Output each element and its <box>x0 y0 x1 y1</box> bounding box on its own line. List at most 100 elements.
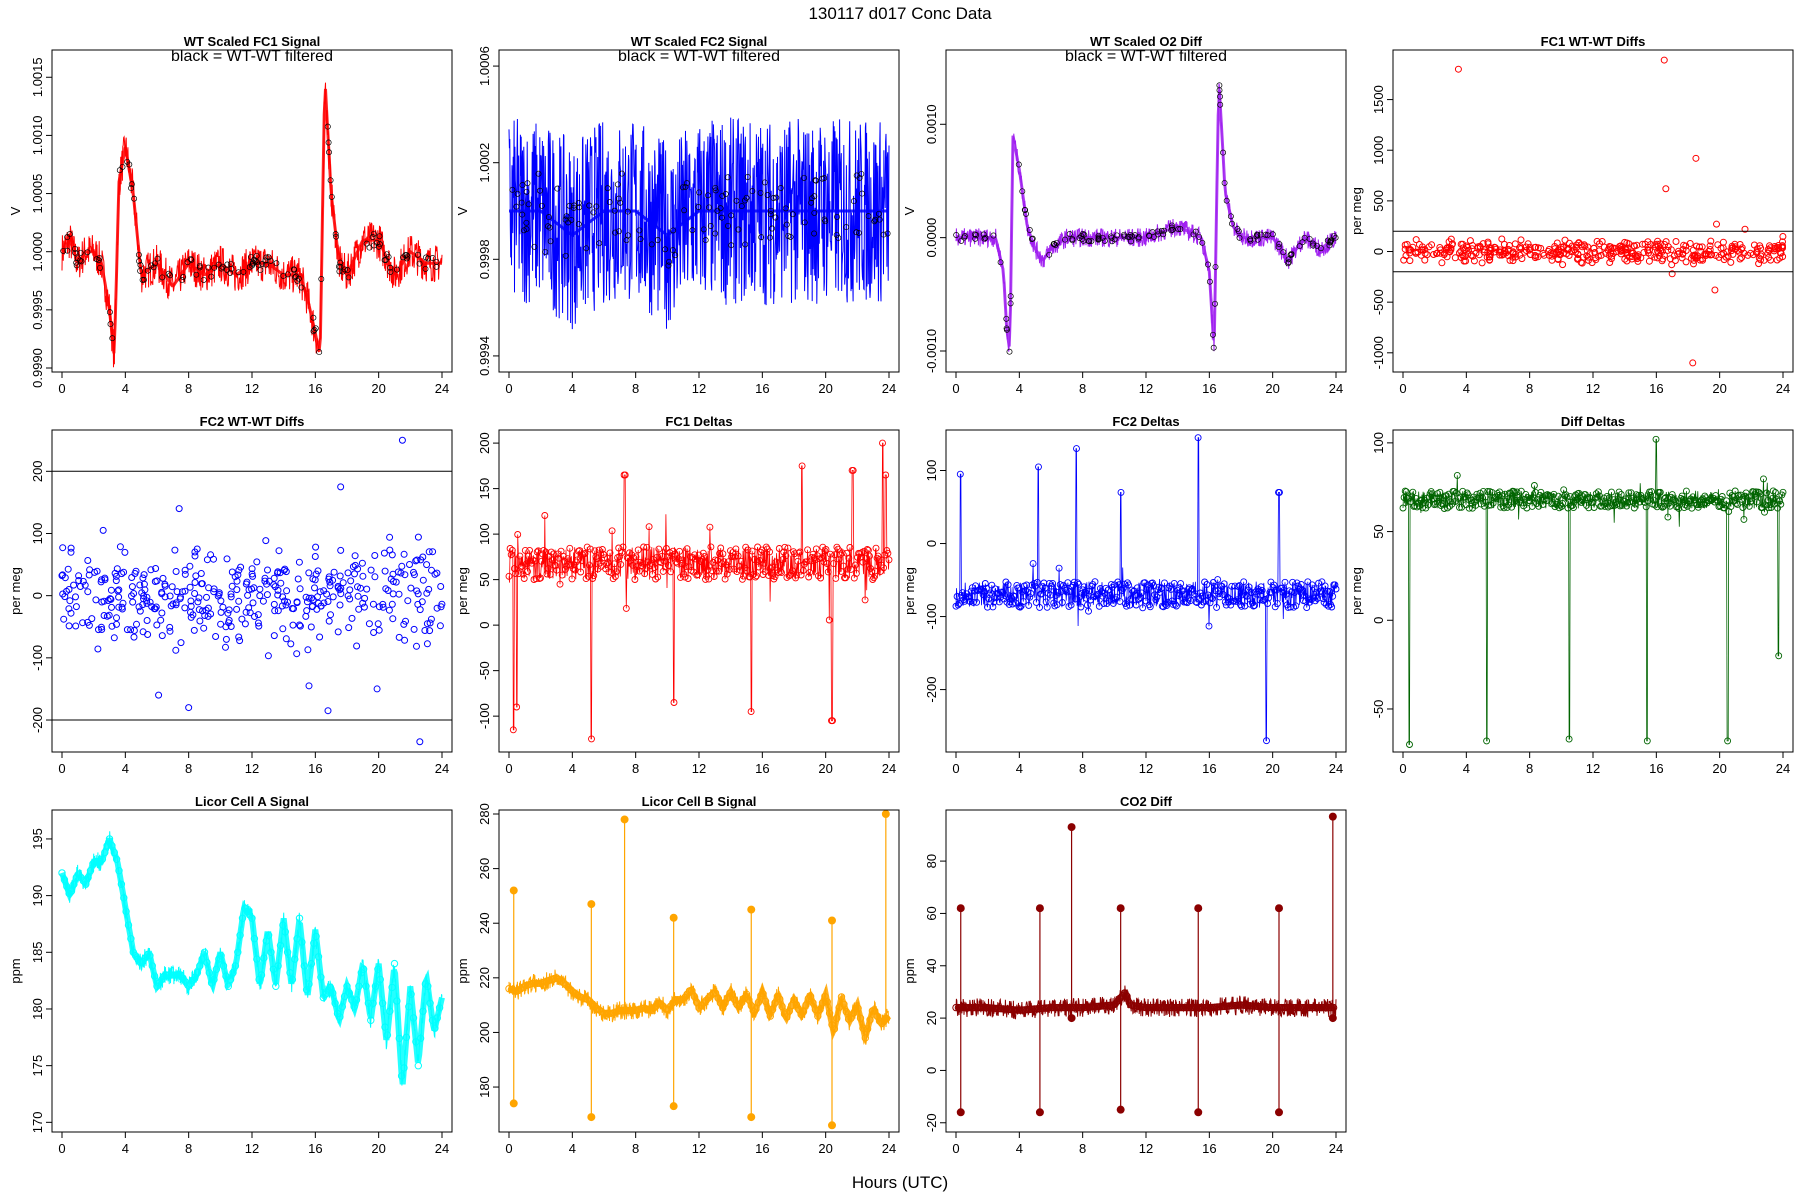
data-point <box>1056 1003 1065 1012</box>
series-trace <box>955 985 1337 1020</box>
y-tick-label: 0 <box>1371 248 1386 255</box>
data-point <box>431 570 439 578</box>
data-point <box>1630 242 1638 250</box>
data-point <box>381 1023 389 1031</box>
data-point <box>81 581 89 589</box>
y-tick-label: 1.0002 <box>477 143 492 183</box>
filtered-point <box>666 258 673 265</box>
filtered-point <box>1078 233 1085 240</box>
data-point <box>1450 487 1458 495</box>
spike-point <box>587 900 596 909</box>
data-point <box>956 470 964 478</box>
data-point <box>1284 1003 1293 1012</box>
data-point <box>740 994 748 1002</box>
filtered-point <box>1216 87 1223 94</box>
spike-point <box>956 904 965 913</box>
data-point <box>1731 487 1739 495</box>
data-point <box>1631 251 1639 259</box>
data-point <box>433 1014 441 1022</box>
data-point <box>809 999 817 1007</box>
data-point <box>812 545 820 553</box>
data-point <box>369 600 377 608</box>
data-point <box>348 614 356 622</box>
data-point <box>405 1003 413 1011</box>
data-point <box>588 735 595 743</box>
data-point <box>336 601 344 609</box>
data-point <box>127 935 135 943</box>
data-point <box>1641 240 1649 248</box>
data-point <box>781 543 789 551</box>
data-point <box>196 617 204 625</box>
data-point <box>435 1004 444 1012</box>
data-point <box>198 580 206 588</box>
data-point <box>1501 490 1509 498</box>
data-point <box>1031 582 1039 590</box>
filtered-point <box>665 262 672 269</box>
data-point <box>1537 488 1545 496</box>
data-point <box>532 575 540 583</box>
data-point <box>1146 603 1154 611</box>
data-point <box>1719 238 1727 246</box>
data-point <box>524 568 531 575</box>
x-tick-label: 24 <box>1329 381 1343 396</box>
data-point <box>981 580 989 587</box>
filtered-point <box>383 251 390 258</box>
data-point <box>1618 501 1626 509</box>
data-point <box>1049 1003 1058 1012</box>
data-point <box>108 603 115 611</box>
data-point <box>1517 236 1525 244</box>
data-point <box>123 626 131 634</box>
data-point <box>1659 503 1666 511</box>
y-axis-label: ppm <box>455 958 470 983</box>
data-point <box>234 948 242 956</box>
data-point <box>1168 1003 1176 1012</box>
data-point <box>1311 597 1319 605</box>
outlier-point <box>1668 270 1676 278</box>
data-point <box>255 622 263 630</box>
data-point <box>1220 1002 1229 1011</box>
data-point <box>1123 992 1131 1000</box>
data-point <box>110 848 119 857</box>
filtered-point <box>126 161 133 168</box>
filtered-point <box>387 264 394 271</box>
data-point <box>1177 1003 1186 1012</box>
data-point <box>1032 598 1040 606</box>
y-tick-label: 0 <box>1371 617 1386 624</box>
y-tick-label: 200 <box>477 432 492 454</box>
filtered-point <box>137 262 144 268</box>
filtered-point <box>1275 244 1282 251</box>
data-point <box>1532 243 1540 251</box>
outlier-point <box>416 738 424 746</box>
y-axis-label: V <box>455 206 470 215</box>
data-point <box>360 603 368 611</box>
filtered-point <box>1088 238 1095 245</box>
filtered-point <box>84 249 91 256</box>
data-point <box>1712 492 1720 500</box>
data-point <box>622 604 630 612</box>
data-point <box>825 1009 834 1017</box>
data-point <box>166 627 174 635</box>
data-point <box>1238 602 1245 610</box>
filtered-point <box>1081 231 1088 238</box>
data-point <box>165 971 173 979</box>
data-point <box>984 603 991 611</box>
data-point <box>428 566 435 574</box>
data-point <box>1642 503 1650 511</box>
data-point <box>397 1072 406 1080</box>
data-point <box>593 555 601 563</box>
data-point <box>1232 597 1240 605</box>
data-point <box>1240 578 1248 586</box>
data-point <box>200 948 209 956</box>
data-point <box>871 567 879 575</box>
data-point <box>1500 250 1507 258</box>
data-point <box>757 992 765 1000</box>
filtered-point <box>833 231 840 238</box>
data-point <box>344 569 352 577</box>
data-point <box>1446 502 1454 510</box>
data-point <box>1578 259 1586 267</box>
filtered-point <box>1069 237 1076 244</box>
filtered-point <box>290 266 297 273</box>
panel-title: CO2 Diff <box>1120 794 1173 809</box>
data-point <box>512 570 519 578</box>
